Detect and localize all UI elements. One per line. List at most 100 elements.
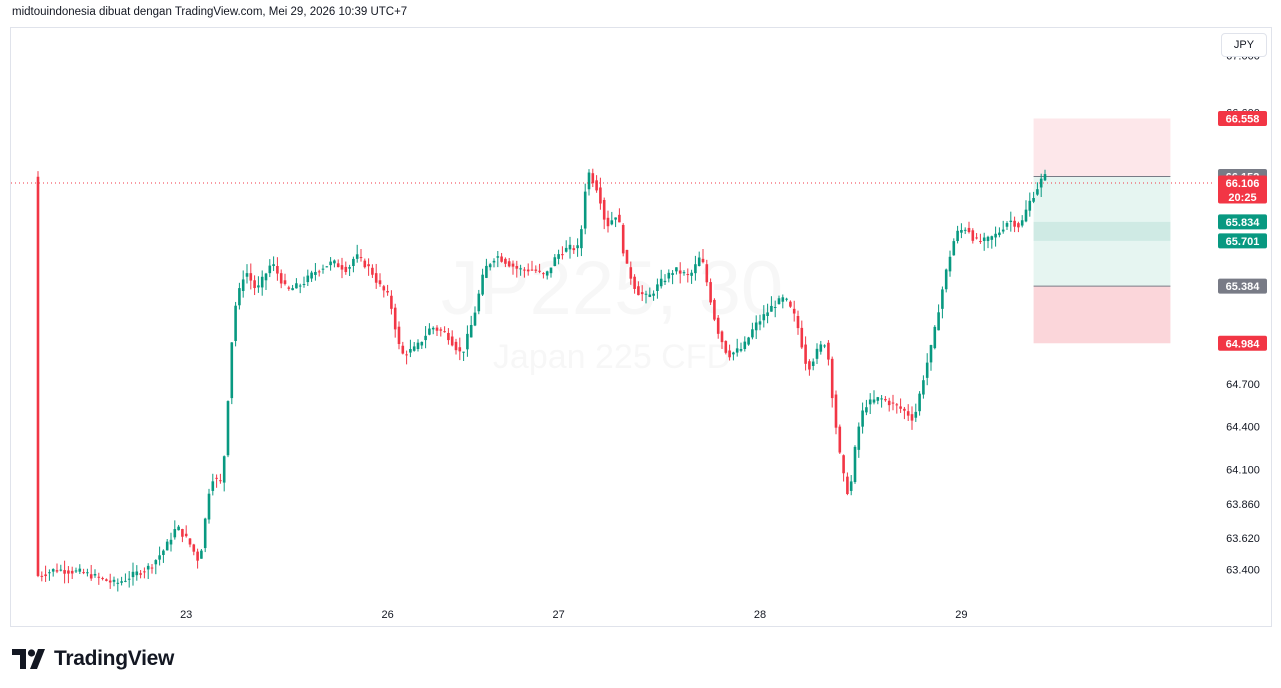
candle-body	[781, 297, 785, 302]
candle-body	[447, 332, 450, 341]
candle-body	[63, 570, 66, 574]
candle-body	[329, 261, 332, 266]
candle-body	[743, 341, 747, 350]
candle-body	[618, 214, 621, 223]
candle-body	[367, 264, 370, 267]
candle-body	[1032, 197, 1035, 202]
candle-body	[1039, 178, 1043, 188]
candle-body	[720, 331, 724, 343]
candle-body	[944, 269, 948, 290]
candle-body	[165, 541, 169, 551]
candle-body	[1020, 220, 1024, 226]
countdown-label: 20:25	[1228, 192, 1256, 204]
candle-body	[127, 578, 131, 580]
candle-body	[865, 407, 868, 413]
candle-body	[162, 550, 165, 556]
time-axis[interactable]: 23 26 27 28 29	[180, 609, 967, 621]
candle-body	[519, 268, 522, 270]
candle-body	[397, 326, 401, 345]
candle-body	[173, 529, 177, 538]
price-tag	[1218, 335, 1267, 351]
candle-body	[51, 569, 55, 572]
candle-body	[507, 261, 511, 267]
candle-body	[633, 276, 636, 289]
candle-body	[1013, 220, 1016, 227]
candle-body	[481, 274, 484, 295]
candle-body	[796, 315, 800, 329]
price-tag	[1218, 214, 1267, 230]
candle-body	[469, 325, 473, 338]
price-tick-label: 63.620	[1226, 533, 1260, 545]
candle-body	[678, 270, 682, 274]
candle-body	[595, 180, 598, 191]
candle-body	[374, 273, 378, 283]
price-tag-label: 66.106	[1226, 178, 1260, 190]
candle-body	[903, 408, 906, 411]
candle-body	[333, 260, 336, 264]
candle-body	[450, 336, 454, 346]
candle-body	[257, 285, 260, 288]
candle-body	[207, 493, 211, 520]
candle-body	[188, 538, 192, 545]
price-tick-label: 63.400	[1226, 564, 1260, 576]
candle-body	[754, 322, 758, 331]
candle-body	[937, 312, 940, 331]
candle-body	[534, 269, 538, 271]
candle-body	[211, 481, 215, 491]
candle-body	[777, 298, 781, 305]
candle-body	[998, 232, 1001, 236]
candle-body	[291, 288, 294, 291]
candle-body	[918, 393, 921, 412]
candle-body	[846, 476, 849, 495]
candle-body	[929, 345, 933, 363]
price-tag-label: 65.701	[1226, 236, 1260, 248]
candle-body	[899, 406, 902, 409]
candle-body	[458, 347, 462, 352]
candle-body	[922, 380, 925, 395]
candle-body	[238, 288, 241, 306]
candle-body	[466, 333, 469, 350]
candle-body	[971, 230, 975, 241]
candle-body	[203, 518, 207, 549]
candle-body	[86, 572, 89, 574]
candle-body	[420, 341, 424, 346]
price-tag	[1218, 175, 1267, 204]
currency-button[interactable]: JPY	[1221, 33, 1267, 57]
candle-body	[747, 337, 750, 345]
candle-body	[876, 397, 880, 401]
candle-body	[276, 266, 279, 274]
candle-body	[146, 565, 150, 570]
candle-body	[735, 348, 739, 353]
price-axis[interactable]: 63.40063.62063.86064.10064.40064.70067.0…	[1226, 50, 1260, 576]
candle-body	[906, 411, 910, 416]
candle-body	[751, 329, 754, 338]
candle-body	[363, 260, 367, 268]
candle-body	[36, 176, 40, 576]
position-zones[interactable]	[1033, 118, 1171, 344]
price-tag-label: 64.984	[1226, 338, 1261, 350]
candle-body	[857, 426, 861, 450]
candle-body	[340, 265, 344, 270]
time-tick-label: 29	[955, 609, 967, 621]
candle-body	[74, 570, 78, 572]
candle-body	[230, 342, 234, 399]
candle-body	[439, 329, 443, 331]
candle-body	[295, 283, 298, 289]
candle-body	[982, 237, 986, 242]
candle-body	[424, 335, 427, 341]
candle-body	[116, 582, 120, 584]
candle-body	[792, 308, 796, 314]
candle-body	[253, 280, 256, 289]
candle-body	[169, 539, 173, 545]
candle-body	[492, 260, 496, 263]
price-tick-label: 63.860	[1226, 499, 1260, 511]
candle-body	[264, 273, 268, 281]
price-tags: 66.55866.15266.10620:2565.83465.70165.38…	[1218, 110, 1267, 351]
candle-body	[811, 361, 815, 366]
candle-body	[602, 199, 606, 220]
tradingview-logo[interactable]: TradingView	[12, 646, 174, 672]
candle-body	[310, 272, 313, 279]
candle-body	[321, 268, 325, 270]
candle-body	[1028, 200, 1032, 211]
